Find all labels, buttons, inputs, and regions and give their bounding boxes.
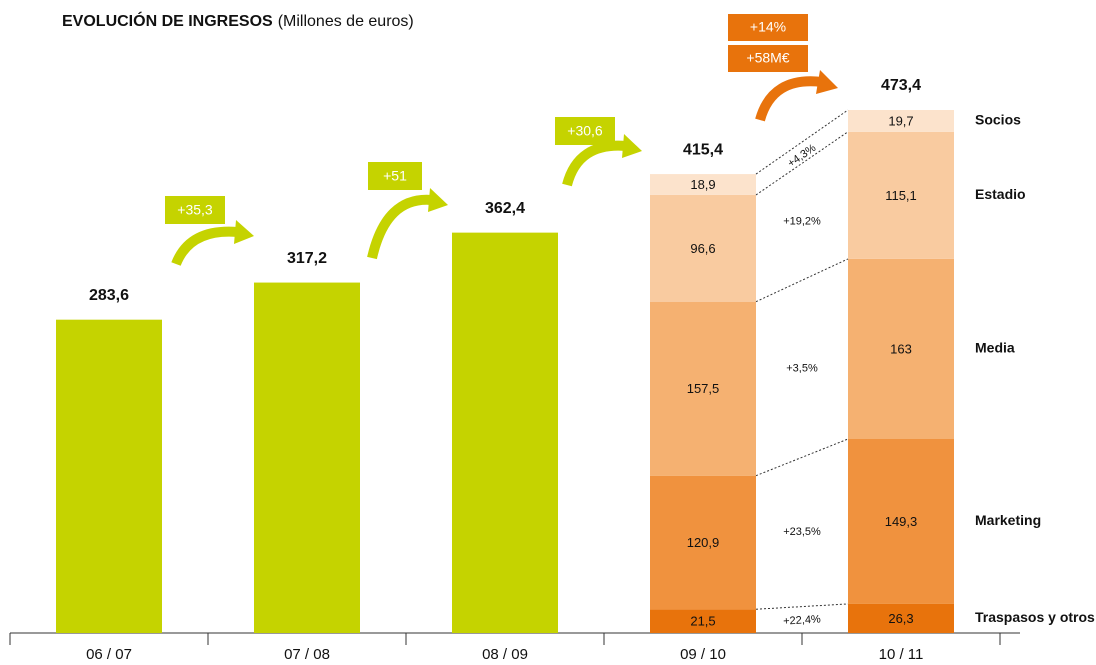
annotation: +30,6 bbox=[567, 123, 603, 139]
total-label: 317,2 bbox=[287, 250, 327, 267]
change-label: +23,5% bbox=[783, 526, 821, 538]
bar-segment bbox=[848, 131, 954, 259]
annotation: +14% bbox=[750, 19, 786, 35]
change-label: +22,4% bbox=[783, 613, 821, 627]
segment-label: 19,7 bbox=[888, 113, 913, 128]
bar-segment bbox=[848, 439, 954, 604]
segment-label: 26,3 bbox=[888, 611, 913, 626]
segment-label: 149,3 bbox=[885, 514, 918, 529]
connector bbox=[755, 131, 849, 196]
bar-segment bbox=[650, 609, 756, 633]
annotation-box bbox=[728, 45, 808, 72]
x-tick-label: 06 / 07 bbox=[86, 646, 132, 663]
connector bbox=[755, 109, 849, 175]
bar bbox=[452, 232, 558, 633]
bar-segment bbox=[848, 258, 954, 440]
segment-label: 21,5 bbox=[690, 614, 715, 629]
chart-title: EVOLUCIÓN DE INGRESOS (Millones de euros) bbox=[62, 11, 414, 30]
bar bbox=[254, 282, 360, 633]
annotation-box bbox=[728, 14, 808, 41]
x-tick-label: 08 / 09 bbox=[482, 646, 528, 663]
total-label: 362,4 bbox=[485, 200, 525, 217]
x-tick-label: 09 / 10 bbox=[680, 646, 726, 663]
bar-segment bbox=[650, 194, 756, 302]
total-label: 473,4 bbox=[881, 77, 921, 94]
total-label: 283,6 bbox=[89, 287, 129, 304]
annotation-box bbox=[165, 196, 225, 224]
total-label: 415,4 bbox=[683, 141, 723, 158]
segment-label: 96,6 bbox=[690, 241, 715, 256]
connector bbox=[755, 258, 849, 303]
x-tick-label: 07 / 08 bbox=[284, 646, 330, 663]
segment-label: 115,1 bbox=[885, 188, 917, 203]
bar-segment bbox=[848, 110, 954, 132]
legend-label: Estadio bbox=[975, 186, 1026, 202]
x-tick-label: 10 / 11 bbox=[879, 646, 924, 663]
segment-label: 120,9 bbox=[687, 535, 720, 550]
connector bbox=[755, 603, 849, 610]
connector bbox=[755, 438, 849, 477]
annotation-box bbox=[368, 162, 422, 190]
annotation-box bbox=[555, 117, 615, 145]
segment-label: 163 bbox=[890, 341, 912, 356]
title: EVOLUCIÓN DE INGRESOS bbox=[62, 11, 273, 30]
legend-label: Socios bbox=[975, 112, 1021, 128]
arrows bbox=[171, 70, 838, 267]
segment-label: 157,5 bbox=[687, 381, 720, 396]
annotation: +35,3 bbox=[177, 202, 213, 218]
annotation: +51 bbox=[383, 168, 407, 184]
legend-label: Traspasos y otros bbox=[975, 609, 1095, 625]
bar bbox=[56, 319, 162, 633]
bar-segment bbox=[848, 603, 954, 633]
change-label: +19,2% bbox=[783, 216, 821, 228]
bar-segment bbox=[650, 301, 756, 476]
change-label: +3,5% bbox=[786, 363, 818, 375]
subtitle: (Millones de euros) bbox=[278, 13, 414, 30]
segment-label: 18,9 bbox=[690, 177, 715, 192]
bar-segment bbox=[650, 475, 756, 610]
legend-label: Media bbox=[975, 340, 1015, 356]
annotation: +58M€ bbox=[746, 50, 789, 66]
legend-label: Marketing bbox=[975, 512, 1041, 528]
bar-segment bbox=[650, 174, 756, 195]
